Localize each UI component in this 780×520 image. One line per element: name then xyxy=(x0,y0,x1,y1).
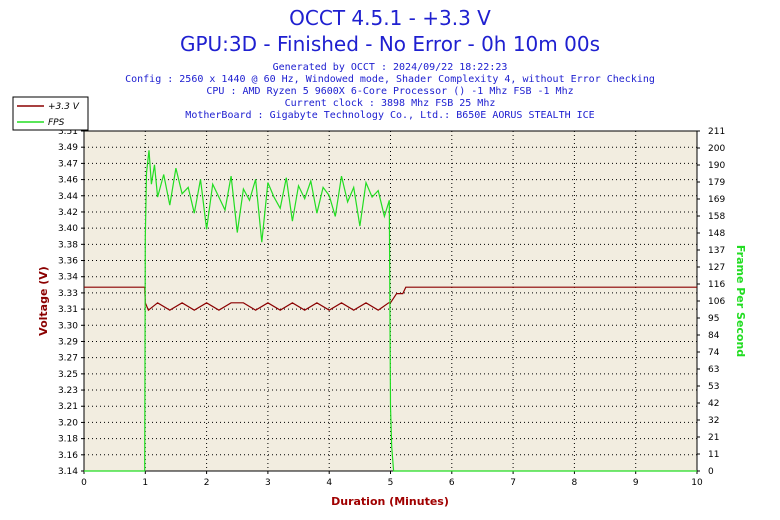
info-clock: Current clock : 3898 Mhz FSB 25 Mhz xyxy=(285,98,496,109)
y-right-tick-label: 127 xyxy=(708,263,725,273)
info-config: Config : 2560 x 1440 @ 60 Hz, Windowed m… xyxy=(125,74,655,85)
y-axis-right-label: Frame Per Second xyxy=(734,245,747,357)
info-motherboard: MotherBoard : Gigabyte Technology Co., L… xyxy=(185,110,594,121)
series-line-voltage xyxy=(84,286,697,312)
y-right-tick-label: 42 xyxy=(708,399,719,409)
x-tick-label: 6 xyxy=(449,478,455,488)
y-right-tick-label: 137 xyxy=(708,246,725,256)
legend: +3.3 V FPS xyxy=(12,96,89,131)
series-line-fps xyxy=(84,150,697,472)
info-cpu: CPU : AMD Ryzen 5 9600X 6-Core Processor… xyxy=(206,86,573,97)
x-tick-label: 10 xyxy=(691,478,703,488)
y-right-tick-label: 95 xyxy=(708,314,719,324)
y-right-tick-label: 148 xyxy=(708,229,725,239)
y-left-tick-label: 3.29 xyxy=(58,337,78,347)
x-axis-label: Duration (Minutes) xyxy=(331,495,449,508)
y-left-tick-label: 3.49 xyxy=(58,143,78,153)
y-left-tick-label: 3.14 xyxy=(58,467,78,477)
chart-subtitle: GPU:3D - Finished - No Error - 0h 10m 00… xyxy=(180,32,600,56)
legend-label-voltage: +3.3 V xyxy=(48,102,80,112)
y-left-tick-label: 3.34 xyxy=(58,273,78,283)
y-right-tick-label: 158 xyxy=(708,212,725,222)
y-left-tick-label: 3.44 xyxy=(58,192,78,202)
y-right-tick-label: 169 xyxy=(708,195,725,205)
y-left-tick-label: 3.42 xyxy=(58,208,78,218)
legend-label-fps: FPS xyxy=(48,118,65,128)
y-left-tick-label: 3.18 xyxy=(58,435,78,445)
y-left-tick-label: 3.20 xyxy=(58,418,78,428)
y-left-tick-label: 3.27 xyxy=(58,354,78,364)
y-right-tick-label: 32 xyxy=(708,416,719,426)
x-tick-label: 1 xyxy=(142,478,148,488)
x-tick-label: 3 xyxy=(265,478,271,488)
info-generated: Generated by OCCT : 2024/09/22 18:22:23 xyxy=(273,62,508,73)
chart-title: OCCT 4.5.1 - +3.3 V xyxy=(289,6,491,30)
y-left-tick-label: 3.33 xyxy=(58,289,78,299)
x-tick-label: 8 xyxy=(572,478,578,488)
y-right-tick-label: 74 xyxy=(708,348,720,358)
y-right-tick-label: 116 xyxy=(708,280,725,290)
y-left-tick-label: 3.31 xyxy=(58,305,78,315)
y-right-tick-label: 63 xyxy=(708,365,719,375)
y-left-tick-label: 3.16 xyxy=(58,451,78,461)
y-left-tick-label: 3.21 xyxy=(58,402,78,412)
y-left-tick-label: 3.46 xyxy=(58,176,78,186)
y-left-tick-label: 3.23 xyxy=(58,386,78,396)
x-tick-label: 0 xyxy=(81,478,87,488)
y-left-tick-label: 3.25 xyxy=(58,370,78,380)
y-left-tick-label: 3.51 xyxy=(58,127,78,137)
y-right-tick-label: 21 xyxy=(708,433,719,443)
y-right-tick-label: 106 xyxy=(708,297,725,307)
x-tick-label: 5 xyxy=(388,478,394,488)
y-right-tick-label: 179 xyxy=(708,178,725,188)
y-right-tick-label: 53 xyxy=(708,382,719,392)
y-left-tick-label: 3.38 xyxy=(58,240,78,250)
y-right-tick-label: 200 xyxy=(708,144,725,154)
y-right-tick-label: 211 xyxy=(708,127,725,137)
axis-ticks: 0 1 2 3 4 5 6 7 8 9 10 3.14 3.16 3.18 3.20 3.21 3.23 3.25… xyxy=(58,127,725,488)
x-tick-label: 2 xyxy=(204,478,210,488)
x-tick-label: 7 xyxy=(510,478,516,488)
y-axis-left-label: Voltage (V) xyxy=(37,266,50,336)
x-tick-label: 4 xyxy=(326,478,332,488)
y-left-tick-label: 3.40 xyxy=(58,224,78,234)
y-right-tick-label: 190 xyxy=(708,161,725,171)
y-left-tick-label: 3.47 xyxy=(58,159,78,169)
y-left-tick-label: 3.30 xyxy=(58,321,78,331)
y-left-tick-label: 3.36 xyxy=(58,257,78,267)
y-right-tick-label: 11 xyxy=(708,450,719,460)
y-right-tick-label: 84 xyxy=(708,331,720,341)
series-lines xyxy=(84,150,697,472)
y-right-tick-label: 0 xyxy=(708,467,714,477)
x-tick-label: 9 xyxy=(633,478,639,488)
